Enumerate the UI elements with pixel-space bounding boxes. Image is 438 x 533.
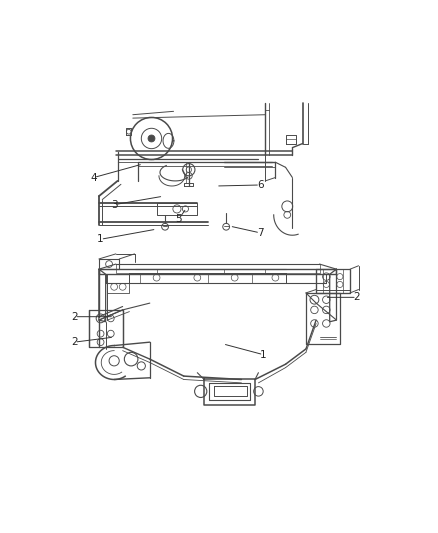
Text: 4: 4 [91,173,97,182]
Text: 7: 7 [257,228,263,238]
Text: 2: 2 [353,292,360,302]
Text: 1: 1 [260,350,267,360]
Circle shape [148,135,155,142]
Text: 2: 2 [71,337,78,347]
Text: 3: 3 [111,200,117,209]
Text: 5: 5 [175,214,182,224]
Text: 1: 1 [97,235,104,244]
Text: 2: 2 [71,312,78,322]
Text: 6: 6 [257,180,263,190]
